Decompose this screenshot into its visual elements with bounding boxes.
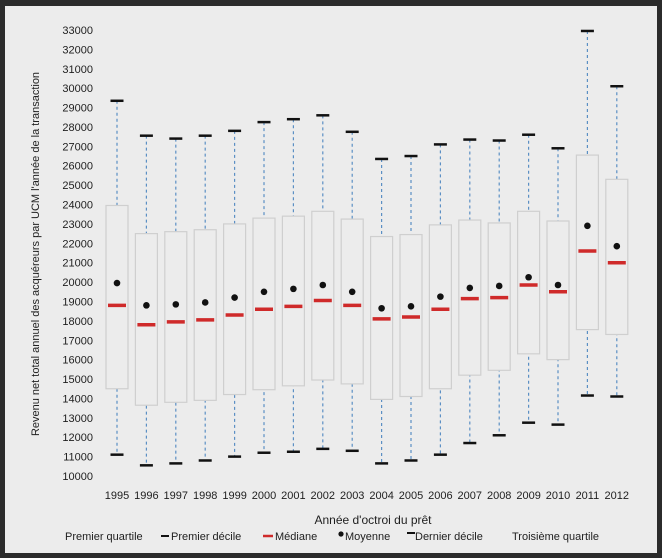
mean-point: [495, 282, 503, 290]
quartile-box: [428, 224, 452, 390]
y-tick-label: 10000: [62, 471, 93, 483]
x-tick-label: 2001: [281, 490, 305, 502]
y-tick-label: 24000: [62, 200, 93, 212]
quartile-box: [223, 223, 247, 396]
y-tick-label: 29000: [62, 103, 93, 115]
x-tick-label: 2006: [428, 490, 452, 502]
mean-point: [172, 301, 180, 308]
mean-point: [231, 294, 238, 301]
y-tick-label: 19000: [62, 296, 93, 308]
legend: Premier quartile Premier décile Médiane Moy…: [65, 531, 599, 543]
y-tick-label: 23000: [62, 219, 93, 231]
mean-point: [290, 285, 297, 293]
x-tick-label: 2002: [311, 490, 335, 502]
mean-point: [437, 293, 444, 300]
legend-troisieme-quartile: Troisième quartile: [512, 531, 599, 543]
y-tick-label: 12000: [62, 432, 93, 444]
y-tick-label: 26000: [62, 161, 93, 173]
y-tick-label: 28000: [62, 122, 93, 134]
y-tick-label: 22000: [62, 238, 93, 250]
x-tick-label: 2005: [399, 490, 423, 502]
x-tick-label: 2003: [340, 490, 364, 502]
mean-point: [378, 304, 385, 312]
x-tick-label: 2010: [546, 490, 570, 502]
x-tick-label: 2007: [458, 490, 482, 502]
y-axis-label: Revenu net total annuel des acquéreurs p…: [30, 72, 42, 436]
y-tick-label: 32000: [62, 44, 93, 56]
x-axis-ticks: 1995 1996 1997 1998 1999 2000 2001 2002 2003 2004…: [105, 490, 629, 502]
mean-point: [201, 299, 209, 306]
y-tick-label: 18000: [62, 316, 93, 328]
y-tick-label: 30000: [62, 83, 93, 95]
legend-premier-decile: Premier décile: [171, 531, 241, 543]
mean-point: [143, 302, 150, 309]
mean-point: [348, 288, 356, 296]
quartile-box: [311, 210, 335, 381]
y-tick-label: 11000: [63, 452, 93, 464]
y-tick-label: 17000: [62, 335, 93, 347]
quartile-box: [340, 218, 364, 385]
y-tick-label: 14000: [62, 393, 93, 405]
x-tick-label: 1996: [134, 490, 158, 502]
mean-point: [554, 281, 562, 289]
x-tick-label: 1998: [193, 490, 217, 502]
x-tick-label: 2004: [369, 490, 393, 502]
mean-point: [260, 288, 268, 296]
x-tick-label: 2009: [516, 490, 540, 502]
x-tick-label: 1995: [105, 490, 129, 502]
mean-point: [466, 284, 474, 292]
quartile-box: [134, 233, 158, 406]
quartile-box: [105, 204, 129, 390]
legend-mediane: Médiane: [275, 531, 317, 543]
y-tick-label: 21000: [62, 258, 93, 270]
x-tick-label: 2000: [252, 490, 276, 502]
legend-premier-quartile: Premier quartile: [65, 531, 143, 543]
y-axis-ticks: 10000 11000 12000 13000 14000 15000 16000 17000…: [62, 25, 93, 483]
x-axis-label: Année d'octroi du prêt: [314, 513, 432, 527]
y-tick-label: 27000: [62, 141, 93, 153]
legend-dernier-decile: Dernier décile: [415, 531, 483, 543]
quartile-box: [164, 231, 188, 403]
y-tick-label: 33000: [62, 25, 93, 37]
quartile-box: [281, 215, 305, 387]
legend-moyenne-marker: [338, 531, 344, 537]
quartile-box: [516, 210, 541, 355]
y-tick-label: 13000: [62, 413, 93, 425]
x-tick-label: 1999: [222, 490, 246, 502]
mean-point: [407, 303, 415, 310]
x-tick-label: 2012: [605, 490, 629, 502]
y-tick-label: 25000: [62, 180, 93, 192]
mean-point: [113, 279, 121, 287]
chart-frame: 10000 11000 12000 13000 14000 15000 16000 17000…: [5, 6, 657, 553]
x-tick-label: 2011: [576, 490, 600, 502]
quartile-box: [575, 154, 600, 331]
x-tick-label: 2008: [487, 490, 511, 502]
legend-moyenne: Moyenne: [345, 531, 390, 543]
quartile-box: [193, 229, 217, 401]
y-tick-label: 16000: [62, 355, 93, 367]
mean-point: [525, 273, 532, 281]
y-tick-label: 20000: [62, 277, 93, 289]
quartile-box: [605, 178, 629, 336]
mean-point: [584, 222, 591, 230]
boxplot-chart: 10000 11000 12000 13000 14000 15000 16000 17000…: [30, 25, 629, 543]
x-tick-label: 1997: [164, 490, 188, 502]
mean-point: [319, 281, 327, 289]
y-tick-label: 31000: [62, 64, 93, 76]
boxes-layer: [105, 29, 629, 467]
quartile-box: [252, 217, 276, 391]
y-tick-label: 15000: [62, 374, 93, 386]
mean-point: [613, 242, 621, 250]
